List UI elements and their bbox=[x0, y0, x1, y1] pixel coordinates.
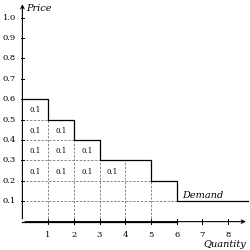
Text: 0.1: 0.1 bbox=[30, 168, 41, 176]
Text: 0.2: 0.2 bbox=[3, 177, 16, 185]
Text: 0.1: 0.1 bbox=[55, 147, 66, 155]
Text: 0.1: 0.1 bbox=[30, 147, 41, 155]
Text: 0.1: 0.1 bbox=[107, 168, 118, 176]
Text: 3: 3 bbox=[97, 231, 102, 239]
Text: 0.5: 0.5 bbox=[3, 116, 16, 124]
Text: 5: 5 bbox=[148, 231, 154, 239]
Text: 8: 8 bbox=[225, 231, 231, 239]
Text: 0.1: 0.1 bbox=[55, 168, 66, 176]
Text: 0.4: 0.4 bbox=[2, 136, 16, 144]
Text: 0.1: 0.1 bbox=[3, 197, 16, 205]
Text: 0.1: 0.1 bbox=[81, 168, 92, 176]
Text: 0.9: 0.9 bbox=[3, 34, 16, 42]
Text: 2: 2 bbox=[71, 231, 76, 239]
Text: 7: 7 bbox=[200, 231, 205, 239]
Text: 0.1: 0.1 bbox=[81, 147, 92, 155]
Text: Demand: Demand bbox=[182, 191, 223, 200]
Text: 0.7: 0.7 bbox=[3, 75, 16, 83]
Text: 0.3: 0.3 bbox=[3, 156, 16, 164]
Text: 0.1: 0.1 bbox=[30, 127, 41, 135]
Text: 0.1: 0.1 bbox=[30, 106, 41, 114]
Text: 1: 1 bbox=[46, 231, 51, 239]
Text: 0.8: 0.8 bbox=[3, 54, 16, 62]
Text: 1.0: 1.0 bbox=[3, 14, 16, 22]
Text: 4: 4 bbox=[122, 231, 128, 239]
Text: Quantity: Quantity bbox=[204, 240, 246, 249]
Text: 6: 6 bbox=[174, 231, 179, 239]
Text: 0.1: 0.1 bbox=[55, 127, 66, 135]
Text: 0.6: 0.6 bbox=[3, 95, 16, 103]
Text: Price: Price bbox=[26, 4, 52, 13]
